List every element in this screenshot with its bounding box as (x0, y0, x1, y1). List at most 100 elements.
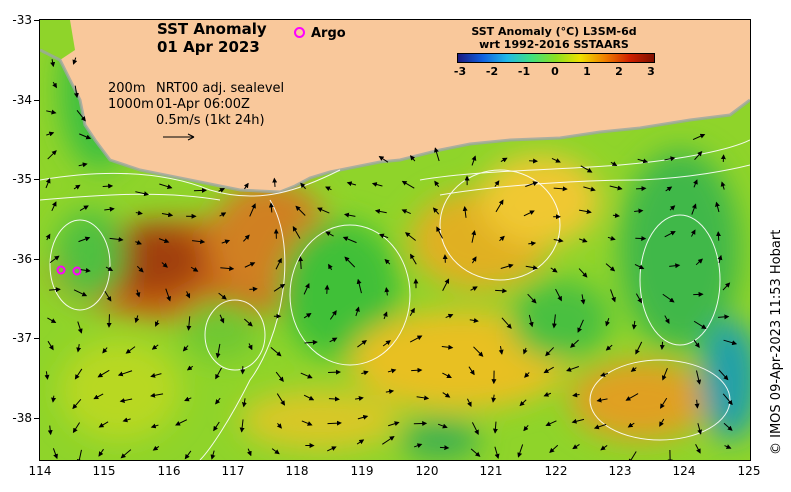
current-arrow (600, 445, 608, 451)
current-arrow (220, 265, 235, 271)
current-arrow (723, 339, 738, 346)
legend-subtitle: wrt 1992-2016 SSTAARS (479, 38, 629, 51)
current-arrow (243, 234, 250, 242)
current-arrow (79, 133, 92, 140)
sst-map (40, 20, 750, 460)
argo-float[interactable] (56, 265, 66, 275)
current-arrow (635, 293, 642, 304)
current-arrow (301, 420, 313, 426)
current-arrow (607, 235, 616, 241)
lon-tick-label: 121 (479, 464, 503, 478)
current-arrow (637, 158, 649, 164)
current-arrow (51, 201, 57, 212)
current-arrow (268, 202, 274, 213)
current-arrow (401, 209, 411, 215)
current-arrow (471, 229, 477, 243)
current-arrow (102, 347, 108, 354)
current-arrow (218, 188, 225, 193)
current-arrow (72, 422, 81, 434)
current-arrow (161, 212, 174, 218)
current-arrow (659, 418, 665, 427)
current-arrow (317, 207, 330, 214)
current-arrow (434, 147, 440, 162)
current-arrow (470, 286, 478, 291)
current-arrow (72, 398, 82, 410)
current-arrow (545, 420, 557, 427)
colorbar-tick: -1 (517, 65, 531, 78)
current-arrow (221, 239, 231, 245)
current-arrow (80, 267, 91, 273)
current-arrow (219, 212, 227, 217)
current-arrow (50, 59, 56, 68)
current-arrow (605, 263, 616, 272)
current-arrow (184, 450, 192, 460)
current-arrow (273, 283, 286, 292)
current-arrow (247, 343, 253, 351)
current-arrow (695, 370, 702, 385)
current-arrow (218, 292, 227, 300)
current-arrow (122, 417, 131, 423)
argo-float[interactable] (72, 266, 82, 276)
current-arrow (690, 229, 696, 237)
current-arrow (553, 186, 568, 192)
current-arrow (325, 231, 334, 237)
current-arrow (327, 446, 337, 452)
current-arrow (328, 396, 340, 402)
colorbar-tick: -2 (485, 65, 499, 78)
current-arrow (517, 444, 524, 458)
vector-scale-label: 0.5m/s (1kt 24h) (156, 113, 265, 128)
current-arrow (186, 365, 194, 371)
lon-tick-label: 114 (28, 464, 52, 478)
current-arrow (104, 290, 112, 302)
current-arrow (193, 187, 207, 193)
current-arrow (572, 392, 580, 398)
current-arrow (52, 81, 57, 89)
current-arrow (93, 393, 104, 400)
current-arrow (136, 265, 144, 273)
current-arrow (275, 257, 282, 270)
current-arrow (693, 339, 700, 348)
current-arrow (723, 422, 733, 431)
current-arrow (664, 315, 670, 325)
current-arrow (76, 110, 86, 122)
current-arrow (152, 445, 160, 451)
current-arrow (47, 317, 57, 324)
current-arrow (583, 186, 596, 192)
lat-tick-label: -33 (12, 13, 32, 27)
current-arrow (276, 422, 282, 429)
current-arrow (219, 314, 225, 324)
argo-marker-icon (294, 27, 305, 38)
current-arrow (120, 449, 132, 459)
tick-mark (34, 100, 39, 101)
current-arrow (500, 263, 514, 269)
current-arrow (135, 191, 150, 197)
map-panel[interactable] (39, 19, 751, 461)
current-arrow (243, 182, 249, 190)
lat-tick-label: -34 (12, 93, 32, 107)
depth-contour-labels: 200m 1000m (108, 81, 154, 113)
current-arrow (578, 268, 588, 278)
colorbar-tick: -3 (453, 65, 467, 78)
current-arrow (442, 278, 450, 291)
current-arrow (495, 199, 504, 213)
current-arrow (717, 254, 723, 264)
current-arrow (46, 131, 55, 137)
current-arrow (628, 451, 637, 460)
current-arrow (52, 448, 58, 460)
current-arrow (580, 165, 593, 173)
colorbar-tick: 3 (647, 65, 655, 78)
current-arrow (249, 286, 258, 292)
current-arrow (243, 318, 253, 327)
current-arrow (432, 207, 440, 215)
current-arrow (119, 398, 133, 403)
lon-tick-label: 117 (221, 464, 245, 478)
current-arrow (378, 155, 389, 163)
current-arrow (78, 162, 88, 168)
current-arrow (578, 209, 592, 215)
current-arrow (49, 255, 60, 264)
current-arrow (413, 443, 423, 449)
lon-tick-label: 120 (415, 464, 439, 478)
current-arrow (382, 340, 391, 347)
current-arrow (387, 368, 397, 374)
current-arrow (382, 436, 395, 445)
